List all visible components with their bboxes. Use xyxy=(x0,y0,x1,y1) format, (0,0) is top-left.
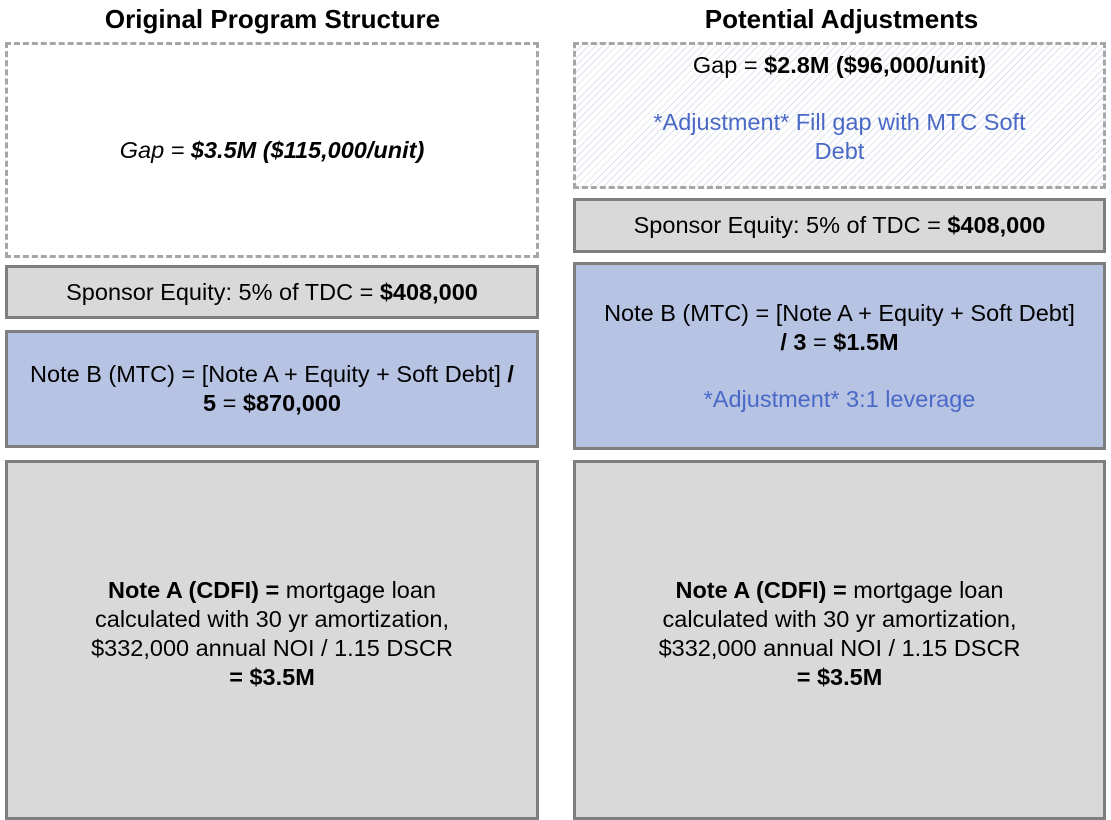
text: $3.5M ($115,000/unit) xyxy=(190,136,425,163)
text: = $3.5M xyxy=(796,664,883,690)
note-b-box: Note B (MTC) = [Note A + Equity + Soft D… xyxy=(5,330,539,448)
sponsor-box: Sponsor Equity: 5% of TDC = $408,000 xyxy=(5,265,539,319)
box-text: Note B (MTC) = [Note A + Equity + Soft D… xyxy=(598,299,1081,357)
text: Note B (MTC) = [Note A + Equity + Soft D… xyxy=(30,361,508,387)
note-a-box: Note A (CDFI) = mortgage loan calculated… xyxy=(573,460,1106,820)
sponsor-box: Sponsor Equity: 5% of TDC = $408,000 xyxy=(573,198,1106,253)
text: = $3.5M xyxy=(229,664,315,690)
box-text: Note B (MTC) = [Note A + Equity + Soft D… xyxy=(30,360,514,418)
text: $2.8M ($96,000/unit) xyxy=(764,52,987,78)
text: Sponsor Equity: 5% of TDC = xyxy=(633,212,948,238)
note-a-box: Note A (CDFI) = mortgage loan calculated… xyxy=(5,460,539,820)
text: Gap = xyxy=(692,52,765,78)
box-text: Note A (CDFI) = mortgage loan calculated… xyxy=(646,576,1033,692)
text: Gap = xyxy=(119,136,191,163)
adjustment-text: *Adjustment* Fill gap with MTC Soft Debt xyxy=(653,109,1026,164)
box-text: Sponsor Equity: 5% of TDC = $408,000 xyxy=(66,278,478,307)
box-text: Sponsor Equity: 5% of TDC = $408,000 xyxy=(634,211,1046,240)
text: Note B (MTC) = [Note A + Equity + Soft D… xyxy=(604,299,1075,326)
text: = xyxy=(216,390,243,416)
text: $408,000 xyxy=(947,212,1046,238)
text: Note A (CDFI) = xyxy=(107,577,280,603)
text: $408,000 xyxy=(379,278,478,305)
text: Sponsor Equity: 5% of TDC = xyxy=(66,278,380,305)
text: = xyxy=(806,328,834,355)
text: / 3 xyxy=(780,328,807,355)
note-b-box: Note B (MTC) = [Note A + Equity + Soft D… xyxy=(573,262,1106,450)
adjustment-text: *Adjustment* 3:1 leverage xyxy=(703,385,976,412)
text: mortgage loan calculated with 30 yr amor… xyxy=(91,577,453,661)
text: Note A (CDFI) = xyxy=(675,577,847,603)
text: $870,000 xyxy=(242,390,341,416)
text: $1.5M xyxy=(833,328,899,355)
gap-box: Gap = $3.5M ($115,000/unit) xyxy=(5,42,539,258)
column-title: Potential Adjustments xyxy=(704,4,979,34)
box-text: Note A (CDFI) = mortgage loan calculated… xyxy=(78,576,466,692)
column-title: Original Program Structure xyxy=(104,4,441,34)
box-text: Gap = $2.8M ($96,000/unit) xyxy=(693,51,986,80)
box-text: Gap = $3.5M ($115,000/unit) xyxy=(120,136,425,165)
text: / 5 xyxy=(203,361,514,416)
text: mortgage loan calculated with 30 yr amor… xyxy=(658,577,1021,661)
gap-box: Gap = $2.8M ($96,000/unit) *Adjustment* … xyxy=(573,42,1106,189)
